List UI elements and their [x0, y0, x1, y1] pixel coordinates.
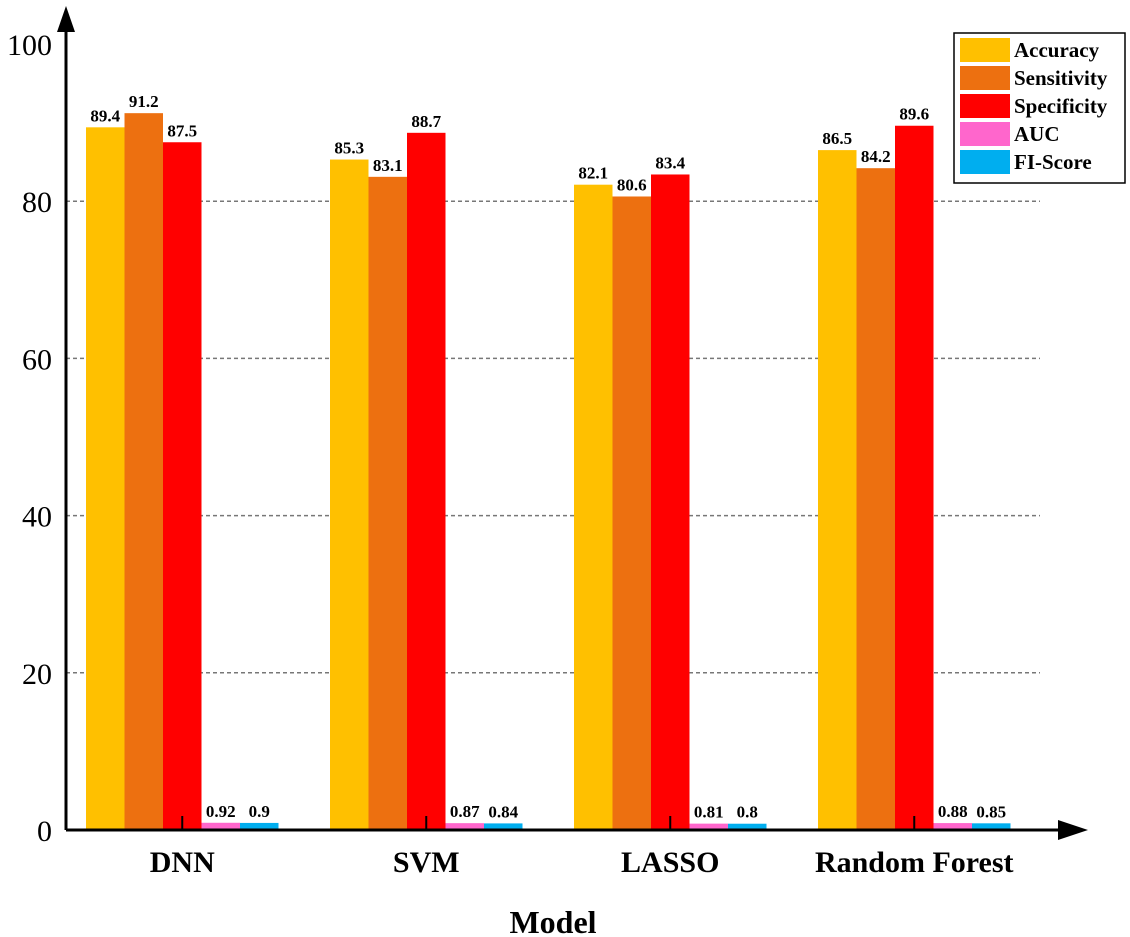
bar-0-2	[163, 142, 202, 830]
bar-3-1	[856, 168, 895, 831]
data-label-2-1: 80.6	[617, 175, 647, 194]
x-axis-title: Model	[509, 904, 596, 937]
y-tick-label-0: 0	[37, 815, 52, 848]
bar-1-1	[368, 176, 407, 831]
bar-0-1	[124, 113, 163, 831]
bar-1-2	[407, 132, 446, 830]
data-label-3-0: 86.5	[822, 129, 852, 148]
data-label-1-3: 0.87	[450, 802, 480, 821]
data-label-3-2: 89.6	[899, 105, 929, 124]
bar-2-0	[574, 184, 613, 831]
data-labels: 89.4 91.2 87.5 0.92 0.9 85.3 83.1 88.7 0.87 0.84 8…	[90, 92, 1006, 822]
bar-3-4	[972, 823, 1011, 830]
bar-1-4	[484, 823, 523, 830]
y-tick-labels: 0 20 40 60 80 100	[7, 29, 52, 848]
bar-2-2	[651, 174, 690, 830]
bar-1-3	[445, 823, 484, 830]
grid-lines	[66, 200, 1040, 674]
data-label-0-2: 87.5	[167, 121, 197, 140]
y-tick-label-60: 60	[22, 343, 52, 376]
x-category-label-1: SVM	[393, 846, 460, 879]
data-label-0-3: 0.92	[206, 802, 236, 821]
data-label-2-2: 83.4	[655, 153, 685, 172]
legend-swatch-0	[960, 38, 1010, 62]
bar-3-2	[895, 125, 934, 830]
x-category-label-2: LASSO	[621, 846, 719, 879]
axes	[57, 6, 1088, 840]
x-category-labels: DNN SVM LASSO Random Forest	[150, 846, 1014, 879]
data-label-0-4: 0.9	[249, 802, 270, 821]
y-tick-label-20: 20	[22, 658, 52, 691]
legend-swatch-1	[960, 66, 1010, 90]
x-axis-arrow	[1058, 820, 1088, 840]
bar-3-0	[818, 150, 857, 831]
data-label-0-1: 91.2	[129, 92, 159, 111]
bar-2-4	[728, 823, 767, 830]
bar-marks	[86, 113, 1011, 831]
legend-label-1: Sensitivity	[1014, 66, 1108, 90]
data-label-2-0: 82.1	[578, 164, 608, 183]
bar-0-4	[240, 822, 279, 830]
data-label-3-1: 84.2	[861, 147, 891, 166]
data-label-2-4: 0.8	[737, 803, 758, 822]
data-label-1-1: 83.1	[373, 156, 403, 175]
bar-1-0	[330, 159, 369, 831]
data-label-1-2: 88.7	[411, 112, 441, 131]
data-label-0-0: 89.4	[90, 106, 120, 125]
y-axis-arrow	[57, 6, 75, 32]
y-tick-label-100: 100	[7, 29, 52, 62]
bar-0-3	[201, 822, 240, 830]
legend-swatch-3	[960, 122, 1010, 146]
data-label-3-3: 0.88	[938, 802, 968, 821]
data-label-3-4: 0.85	[976, 802, 1006, 821]
legend-label-4: FI-Score	[1014, 150, 1092, 174]
legend-label-3: AUC	[1014, 122, 1060, 146]
data-label-1-0: 85.3	[334, 139, 364, 158]
x-category-label-3: Random Forest	[815, 846, 1014, 879]
y-tick-label-80: 80	[22, 186, 52, 219]
legend-swatch-4	[960, 150, 1010, 174]
data-label-1-4: 0.84	[488, 802, 518, 821]
bar-3-3	[933, 823, 972, 830]
bar-0-0	[86, 127, 125, 831]
y-tick-label-40: 40	[22, 501, 52, 534]
data-label-2-3: 0.81	[694, 803, 724, 822]
legend-label-2: Specificity	[1014, 94, 1108, 118]
x-category-label-0: DNN	[150, 846, 215, 879]
legend: Accuracy Sensitivity Specificity AUC FI-Scor…	[953, 32, 1126, 184]
legend-label-0: Accuracy	[1014, 38, 1100, 62]
legend-swatch-2	[960, 94, 1010, 118]
bar-2-1	[612, 196, 651, 830]
bar-2-3	[689, 823, 728, 830]
